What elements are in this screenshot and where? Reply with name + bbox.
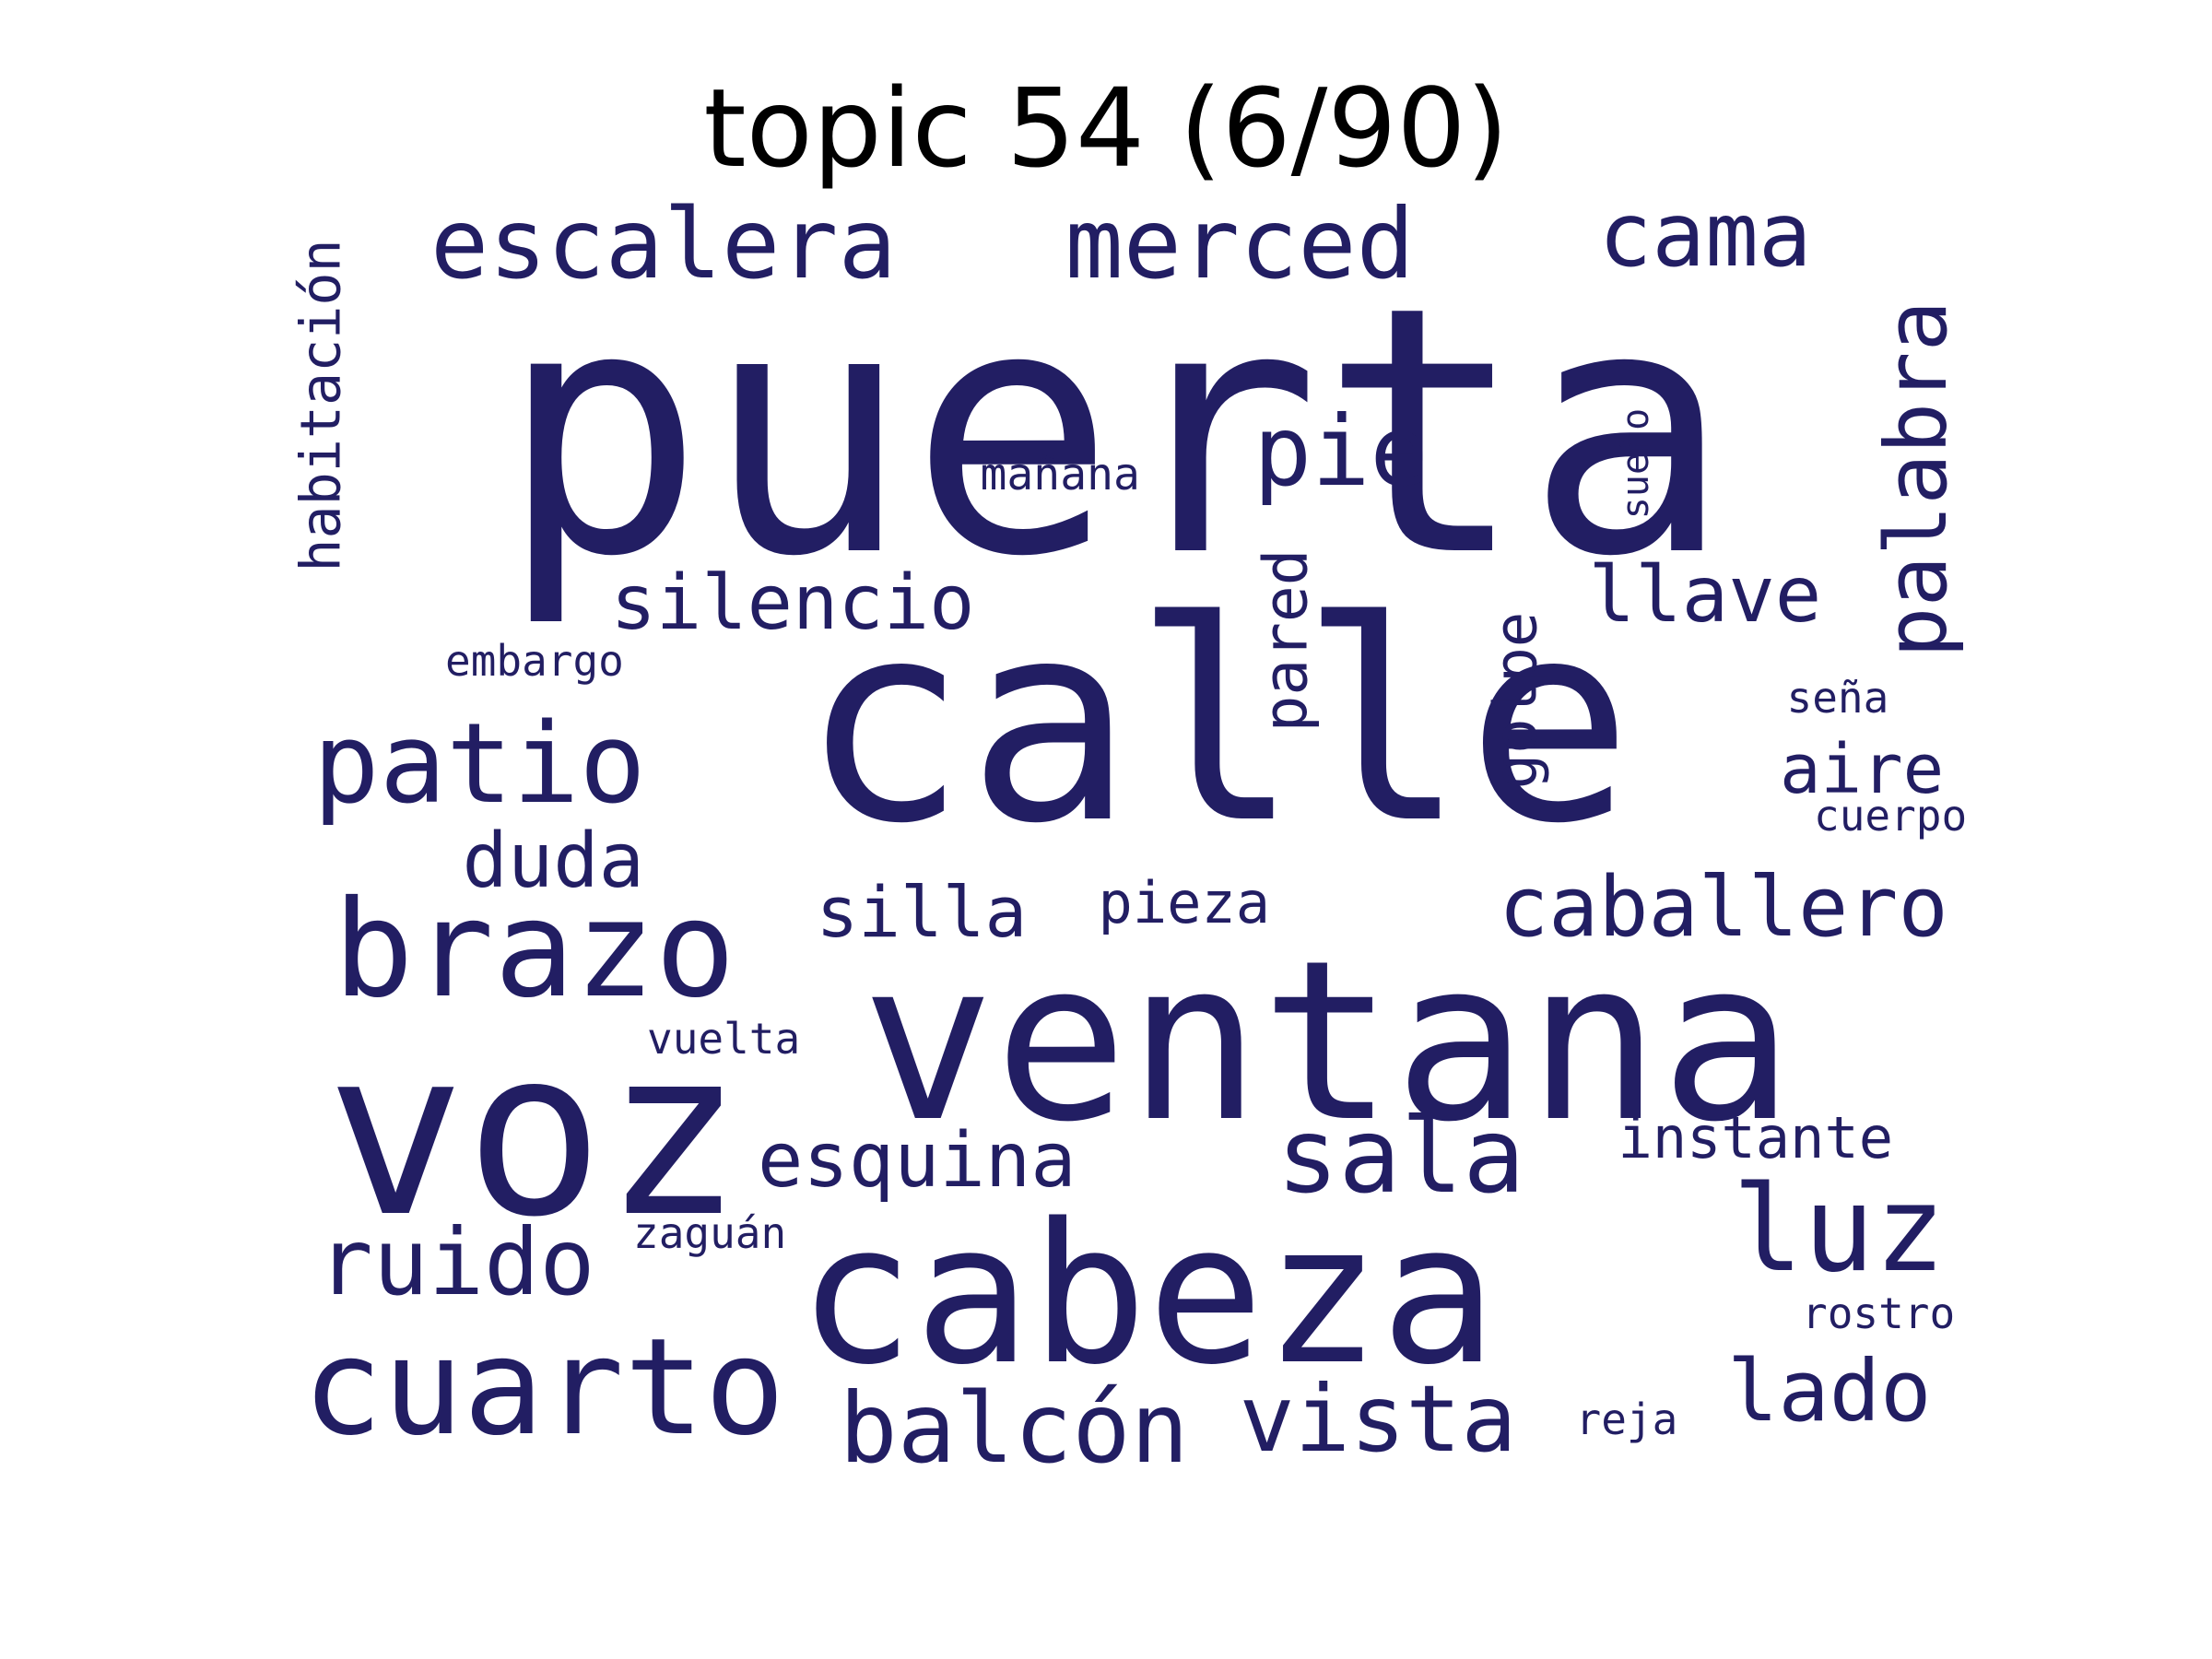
word-lado: lado [1727,1342,1932,1441]
word-balcón: balcón [839,1371,1189,1485]
word-ventana: ventana [861,912,1794,1171]
word-habitación: habitación [288,239,354,572]
word-cuerpo: cuerpo [1814,791,1968,841]
word-cuarto: cuarto [302,1309,785,1465]
word-llave: llave [1588,549,1822,640]
word-mañana: mañana [980,449,1140,500]
word-escalera: escalera [430,187,897,300]
word-vuelta: vuelta [647,1014,801,1064]
word-seña: seña [1786,673,1889,723]
word-golpe: golpe [1481,611,1550,790]
word-palabra: palabra [1866,300,1966,658]
word-pie: pie [1253,394,1429,508]
word-reja: reja [1575,1394,1678,1444]
word-cama: cama [1598,183,1812,287]
word-vista: vista [1239,1365,1517,1473]
word-silla: silla [816,871,1028,953]
word-duda: duda [462,818,644,905]
word-pared: pared [1249,548,1321,733]
word-calle: calle [800,562,1633,884]
word-brazo: brazo [333,871,736,1028]
word-luz: luz [1732,1161,1946,1299]
word-ruido: ruido [317,1208,595,1316]
word-sueño: sueño [1615,407,1658,520]
word-silencio: silencio [610,559,975,647]
word-esquina: esquina [758,1117,1077,1205]
word-aire: aire [1780,730,1945,809]
word-merced: merced [1065,187,1415,300]
word-cabeza: cabeza [797,1182,1498,1407]
word-instante: instante [1618,1104,1894,1171]
word-zaguán: zaguán [633,1208,787,1258]
word-puerta: puerta [499,235,1732,631]
word-patio: patio [312,700,646,829]
word-rostro: rostro [1802,1288,1956,1338]
word-pieza: pieza [1098,869,1271,936]
word-embargo: embargo [445,636,624,686]
word-sala: sala [1277,1097,1525,1217]
word-caballero: caballero [1499,859,1948,956]
figure-title: topic 54 (6/90) [703,65,1509,192]
word-voz: voz [326,999,743,1267]
